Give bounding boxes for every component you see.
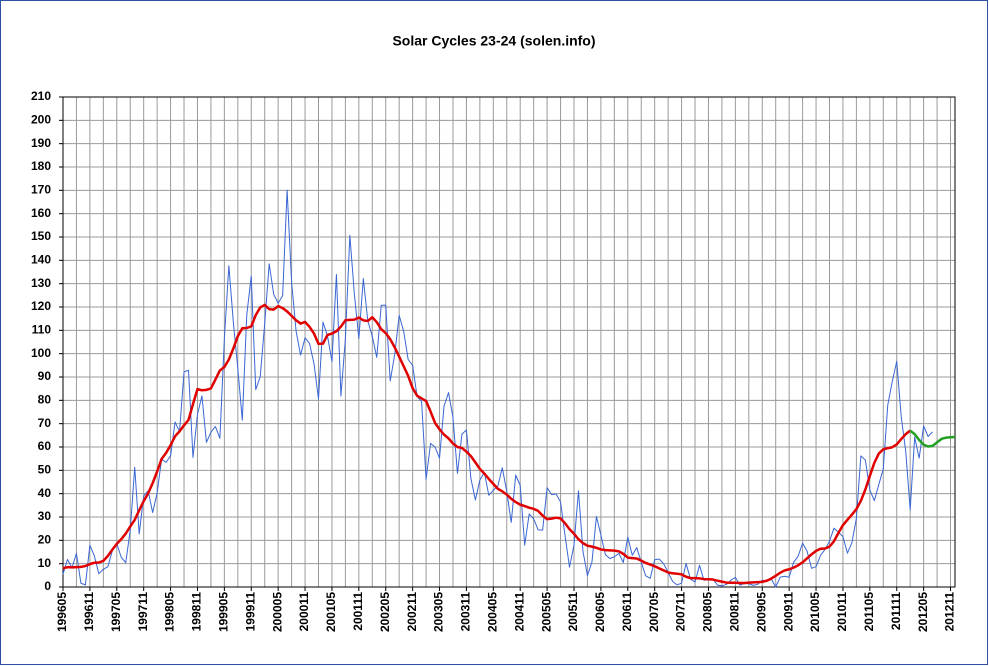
x-tick-label: 201105 bbox=[862, 592, 876, 632]
x-tick-label: 200011 bbox=[297, 592, 311, 632]
x-tick-label: 200005 bbox=[270, 592, 284, 632]
y-tick-label: 80 bbox=[38, 393, 52, 407]
series-line bbox=[62, 189, 933, 588]
x-tick-label: 199811 bbox=[190, 592, 204, 632]
y-tick-label: 100 bbox=[31, 346, 51, 360]
plot-border bbox=[62, 96, 956, 588]
y-tick-label: 180 bbox=[31, 159, 51, 173]
x-tick-label: 200911 bbox=[781, 592, 795, 632]
x-tick-label: 200905 bbox=[754, 592, 768, 632]
x-tick-label: 199905 bbox=[217, 592, 231, 632]
y-tick-label: 150 bbox=[31, 229, 51, 243]
x-tick-label: 199911 bbox=[243, 592, 257, 632]
x-tick-label: 200405 bbox=[485, 592, 499, 632]
x-tick-label: 200711 bbox=[674, 592, 688, 632]
y-tick-label: 50 bbox=[38, 463, 52, 477]
x-tick-label: 201011 bbox=[835, 592, 849, 632]
series-line bbox=[909, 429, 956, 448]
x-tick-label: 200305 bbox=[432, 592, 446, 632]
x-tick-label: 200311 bbox=[459, 592, 473, 632]
x-tick-label: 199805 bbox=[163, 592, 177, 632]
y-tick-label: 210 bbox=[31, 89, 51, 103]
x-tick-label: 199611 bbox=[82, 592, 96, 632]
y-tick-label: 120 bbox=[31, 299, 51, 313]
y-tick-label: 90 bbox=[38, 369, 52, 383]
x-tick-label: 200205 bbox=[378, 592, 392, 632]
y-tick-label: 190 bbox=[31, 136, 51, 150]
x-tick-label: 200605 bbox=[593, 592, 607, 632]
y-tick-label: 0 bbox=[44, 579, 51, 593]
x-tick-label: 199605 bbox=[55, 592, 69, 632]
x-tick-label: 201005 bbox=[808, 592, 822, 632]
x-tick-label: 200705 bbox=[647, 592, 661, 632]
plot bbox=[62, 189, 956, 588]
x-tick-label: 199711 bbox=[136, 592, 150, 632]
y-tick-label: 140 bbox=[31, 253, 51, 267]
y-tick-label: 10 bbox=[38, 556, 52, 570]
x-tick-label: 200805 bbox=[701, 592, 715, 632]
x-tick-label: 200111 bbox=[351, 592, 365, 631]
x-tick-label: 201111 bbox=[889, 592, 903, 630]
y-tick-label: 170 bbox=[31, 183, 51, 197]
y-tick-label: 40 bbox=[38, 486, 52, 500]
series-line bbox=[62, 303, 911, 585]
y-tick-label: 60 bbox=[38, 439, 52, 453]
x-tick-label: 201205 bbox=[916, 592, 930, 632]
x-tick-label: 201211 bbox=[943, 592, 957, 632]
x-tick-label: 199705 bbox=[109, 592, 123, 632]
x-tick-label: 200511 bbox=[566, 592, 580, 632]
x-tick-label: 200505 bbox=[539, 592, 553, 632]
y-tick-label: 20 bbox=[38, 533, 52, 547]
x-tick-label: 200611 bbox=[620, 592, 634, 632]
y-tick-label: 110 bbox=[32, 323, 52, 337]
y-tick-label: 70 bbox=[38, 416, 52, 430]
y-tick-label: 30 bbox=[38, 509, 52, 523]
y-tick-label: 200 bbox=[31, 113, 51, 127]
x-tick-label: 200105 bbox=[324, 592, 338, 632]
x-tick-label: 200211 bbox=[405, 592, 419, 632]
y-tick-label: 160 bbox=[31, 206, 51, 220]
y-tick-label: 130 bbox=[31, 276, 51, 290]
x-tick-label: 200811 bbox=[728, 592, 742, 632]
x-tick-label: 200411 bbox=[512, 592, 526, 632]
grid bbox=[59, 96, 956, 591]
chart-title: Solar Cycles 23-24 (solen.info) bbox=[392, 33, 595, 49]
